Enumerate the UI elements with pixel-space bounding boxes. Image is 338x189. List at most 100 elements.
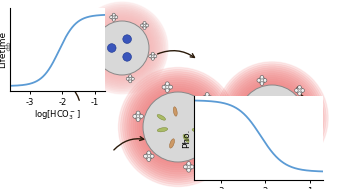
Circle shape [298,92,301,95]
Circle shape [110,16,113,19]
Circle shape [13,75,15,78]
Circle shape [246,144,249,147]
Circle shape [7,48,10,51]
Circle shape [97,68,102,73]
Circle shape [202,96,206,100]
Ellipse shape [170,139,174,148]
Circle shape [142,23,147,28]
Circle shape [143,21,146,24]
Circle shape [190,165,194,169]
Circle shape [151,57,154,60]
Ellipse shape [173,107,177,116]
Circle shape [216,62,328,174]
Circle shape [213,136,217,140]
Circle shape [87,38,90,41]
Circle shape [131,80,225,174]
Circle shape [57,31,62,36]
Circle shape [135,84,221,170]
Circle shape [224,70,320,166]
Circle shape [4,46,7,49]
Circle shape [234,79,311,156]
Circle shape [121,70,236,184]
Circle shape [187,162,191,166]
Circle shape [76,2,168,94]
Circle shape [90,36,93,39]
Y-axis label: Lifetime: Lifetime [0,31,7,68]
Circle shape [133,82,223,172]
Circle shape [275,122,285,133]
Circle shape [150,154,154,158]
Circle shape [27,23,33,28]
Circle shape [12,29,64,81]
Circle shape [123,72,233,182]
Circle shape [15,78,18,81]
Circle shape [15,73,18,76]
Circle shape [296,87,303,94]
Circle shape [263,79,267,82]
Circle shape [267,100,277,111]
Circle shape [260,75,264,79]
Ellipse shape [277,125,282,132]
Circle shape [301,89,305,92]
Circle shape [100,69,103,72]
Circle shape [131,77,134,80]
Circle shape [237,83,307,153]
Circle shape [136,118,140,122]
Circle shape [123,35,131,43]
Circle shape [219,136,223,140]
Circle shape [98,72,101,75]
Circle shape [143,26,146,29]
Circle shape [209,96,213,100]
Ellipse shape [157,128,168,132]
Circle shape [280,151,284,154]
Circle shape [185,163,192,170]
Circle shape [82,9,162,88]
Circle shape [204,94,211,101]
Circle shape [125,74,231,180]
Circle shape [143,92,213,162]
Circle shape [259,77,265,84]
Circle shape [260,82,264,85]
Circle shape [86,12,158,84]
Circle shape [277,154,281,157]
Circle shape [165,82,169,86]
Circle shape [45,86,47,88]
Y-axis label: Pho.: Pho. [183,128,192,148]
Circle shape [187,168,191,172]
Circle shape [43,82,49,87]
Circle shape [29,26,31,29]
Circle shape [150,53,155,59]
Circle shape [149,55,152,58]
Circle shape [295,89,298,92]
Circle shape [89,37,94,43]
Circle shape [94,20,150,76]
Circle shape [222,68,322,168]
X-axis label: log[HCO$_3^-$]: log[HCO$_3^-$] [34,109,81,122]
Circle shape [233,109,236,113]
Circle shape [205,93,209,96]
Circle shape [298,85,301,89]
Circle shape [257,79,261,82]
Circle shape [230,106,233,110]
Circle shape [137,86,219,168]
Circle shape [233,103,236,107]
Circle shape [144,154,147,158]
Circle shape [230,76,314,160]
Circle shape [26,24,29,27]
Circle shape [146,24,149,27]
Circle shape [98,67,101,69]
Circle shape [61,32,64,35]
Circle shape [308,123,311,127]
Circle shape [81,7,163,89]
Circle shape [14,74,19,79]
Circle shape [277,106,288,117]
Circle shape [90,41,93,44]
Circle shape [231,105,238,111]
Circle shape [95,69,98,72]
Circle shape [9,46,12,49]
Circle shape [92,38,95,41]
Ellipse shape [252,106,260,112]
Circle shape [65,60,70,66]
Circle shape [235,81,309,155]
Circle shape [92,18,152,78]
